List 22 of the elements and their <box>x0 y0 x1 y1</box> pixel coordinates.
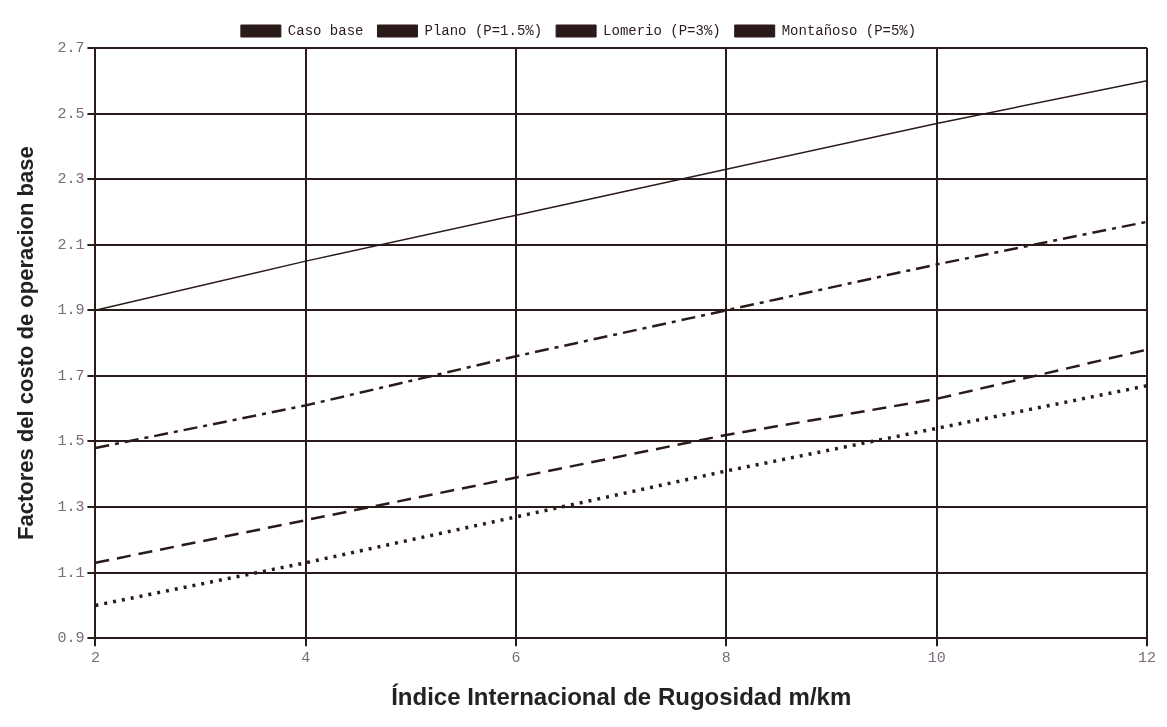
y-axis-title: Factores del costo de operacion base <box>13 146 39 540</box>
legend-label: Montañoso (P=5%) <box>781 22 917 39</box>
x-tick-label: 2 <box>90 650 100 668</box>
y-tick-label: 2.3 <box>57 171 85 189</box>
legend-label: Lomerio (P=3%) <box>603 22 721 39</box>
legend-label: Plano (P=1.5%) <box>424 22 543 39</box>
y-tick-label: 1.7 <box>57 367 85 385</box>
x-tick-label: 8 <box>721 650 731 668</box>
legend-label: Caso base <box>287 22 364 39</box>
x-tick-label: 6 <box>511 650 521 668</box>
y-tick-label: 2.5 <box>57 105 85 123</box>
y-tick-label: 1.5 <box>57 433 85 451</box>
y-tick-label: 0.9 <box>57 630 85 648</box>
x-tick-label: 10 <box>927 650 946 668</box>
y-tick-label: 1.3 <box>57 499 85 517</box>
x-axis-title: Índice Internacional de Rugosidad m/km <box>391 683 852 711</box>
y-tick-label: 2.1 <box>57 236 85 254</box>
y-tick-label: 1.1 <box>57 564 85 582</box>
x-tick-label: 4 <box>301 650 311 668</box>
x-tick-label: 12 <box>1137 650 1157 668</box>
y-tick-label: 1.9 <box>57 302 85 320</box>
y-tick-label: 2.7 <box>57 39 85 57</box>
